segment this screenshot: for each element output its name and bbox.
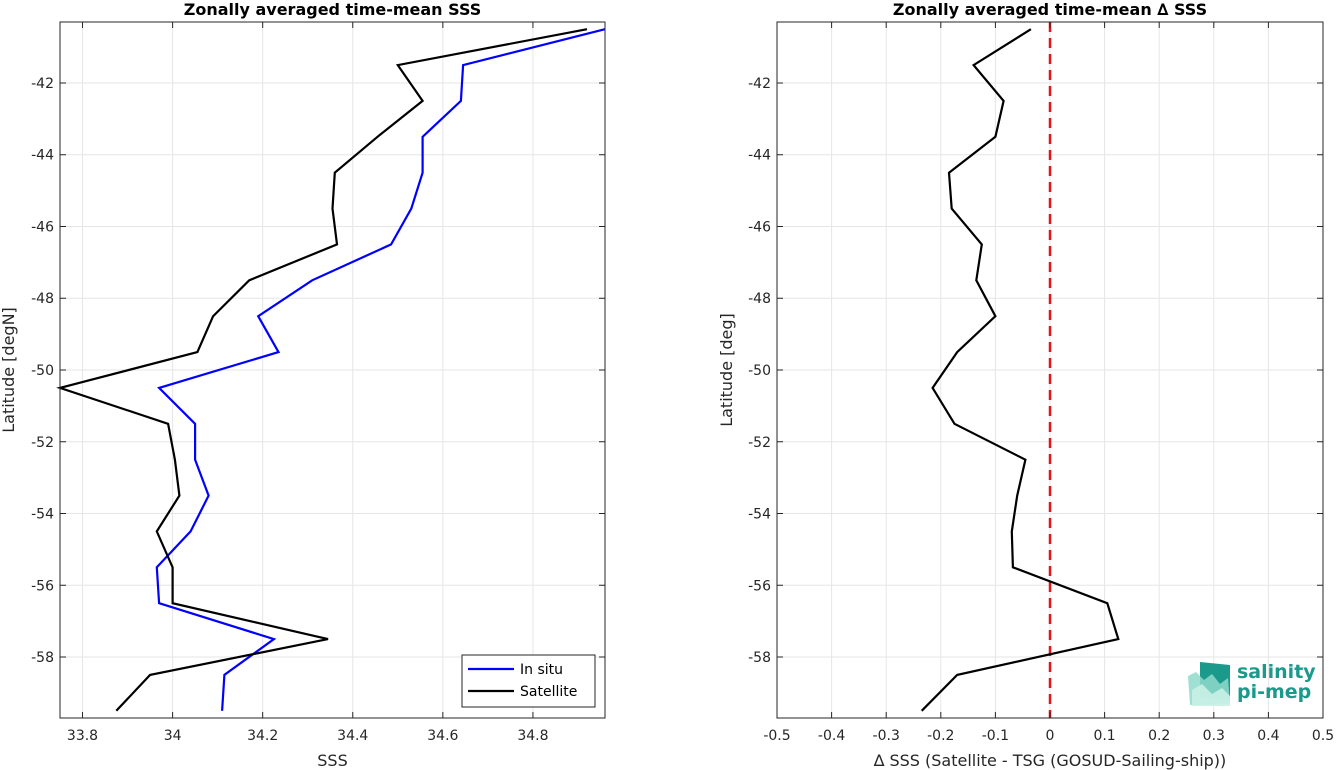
panel0-y-tick-label: -46 xyxy=(31,219,54,235)
panel1-x-axis-label: ∆ SSS (Satellite - TSG (GOSUD-Sailing-sh… xyxy=(873,751,1227,770)
panel1-x-tick-label: -0.2 xyxy=(927,728,954,744)
panel1-chart-title: Zonally averaged time-mean ∆ SSS xyxy=(893,0,1207,19)
panel0-x-tick-label: 34.4 xyxy=(337,728,368,744)
panel0-y-tick-label: -58 xyxy=(31,650,54,666)
panel1-x-tick-label: -0.5 xyxy=(763,728,790,744)
salinity-pi-mep-logo: salinity pi-mep xyxy=(1188,661,1316,706)
panel1-x-tick-label: 0.3 xyxy=(1203,728,1225,744)
panel0-series-line-satellite xyxy=(56,28,588,712)
panel1-x-tick-label: -0.4 xyxy=(818,728,845,744)
panel1-x-tick-label: 0 xyxy=(1046,728,1055,744)
panel0-chart-title: Zonally averaged time-mean SSS xyxy=(184,0,482,19)
panel1-x-tick-label: 0.1 xyxy=(1093,728,1115,744)
panel0-legend-entry: Satellite xyxy=(520,684,577,700)
panel0-y-tick-label: -56 xyxy=(31,578,54,594)
panel0-y-tick-label: -52 xyxy=(31,435,54,451)
panel1-x-tick-label: 0.5 xyxy=(1312,728,1334,744)
delta-sss-panel: -0.5 -0.4 -0.3 -0.2 -0.1 0 0.1 0.2 0.3 0.4 0.5 -42 -… xyxy=(717,0,1334,770)
panel0-x-axis-label: SSS xyxy=(317,751,347,770)
panel0-y-axis-label: Latitude [degN] xyxy=(0,307,18,433)
panel1-x-tick-label: 0.2 xyxy=(1148,728,1170,744)
panel1-y-tick-label: -44 xyxy=(748,148,771,164)
panel0-x-tick-label: 34 xyxy=(164,728,182,744)
sss-panel: 33.8 34 34.2 34.4 34.6 34.8 -42 -44 -46 -48 -50 -52… xyxy=(0,0,606,770)
panel1-y-axis-label: Latitude [deg] xyxy=(717,313,736,427)
panel1-series-line-0 xyxy=(920,28,1120,712)
panel1-y-tick-label: -46 xyxy=(748,219,771,235)
panel1-x-tick-label: -0.3 xyxy=(873,728,900,744)
panel1-y-tick-label: -58 xyxy=(748,650,771,666)
panel0-series-line-in-situ xyxy=(155,28,606,711)
panel0-y-tick-label: -48 xyxy=(31,291,54,307)
panel1-y-tick-label: -48 xyxy=(748,291,771,307)
panel0-y-tick-label: -54 xyxy=(31,507,54,523)
panel0-x-tick-label: 34.8 xyxy=(517,728,548,744)
panel1-x-tick-label: 0.4 xyxy=(1257,728,1279,744)
panel0-x-tick-label: 33.8 xyxy=(67,728,98,744)
panel0-y-tick-label: -44 xyxy=(31,148,54,164)
panel0-y-tick-label: -42 xyxy=(31,76,54,92)
panel1-y-tick-label: -42 xyxy=(748,76,771,92)
panel0-x-tick-label: 34.6 xyxy=(427,728,458,744)
logo-text-line1: salinity xyxy=(1237,661,1316,683)
logo-mark-front xyxy=(1192,684,1230,706)
panel0-y-tick-label: -50 xyxy=(31,363,54,379)
panel0-legend-box xyxy=(461,654,596,708)
panel1-x-tick-label: -0.1 xyxy=(982,728,1009,744)
panel1-y-tick-label: -56 xyxy=(748,578,771,594)
panel0-x-tick-label: 34.2 xyxy=(247,728,278,744)
logo-text-line2: pi-mep xyxy=(1237,681,1311,703)
panel1-y-tick-label: -54 xyxy=(748,507,771,523)
panel0-legend: In situ Satellite xyxy=(461,654,596,708)
panel1-y-tick-label: -52 xyxy=(748,435,771,451)
panel0-legend-entry: In situ xyxy=(520,662,563,678)
panel1-y-tick-label: -50 xyxy=(748,363,771,379)
